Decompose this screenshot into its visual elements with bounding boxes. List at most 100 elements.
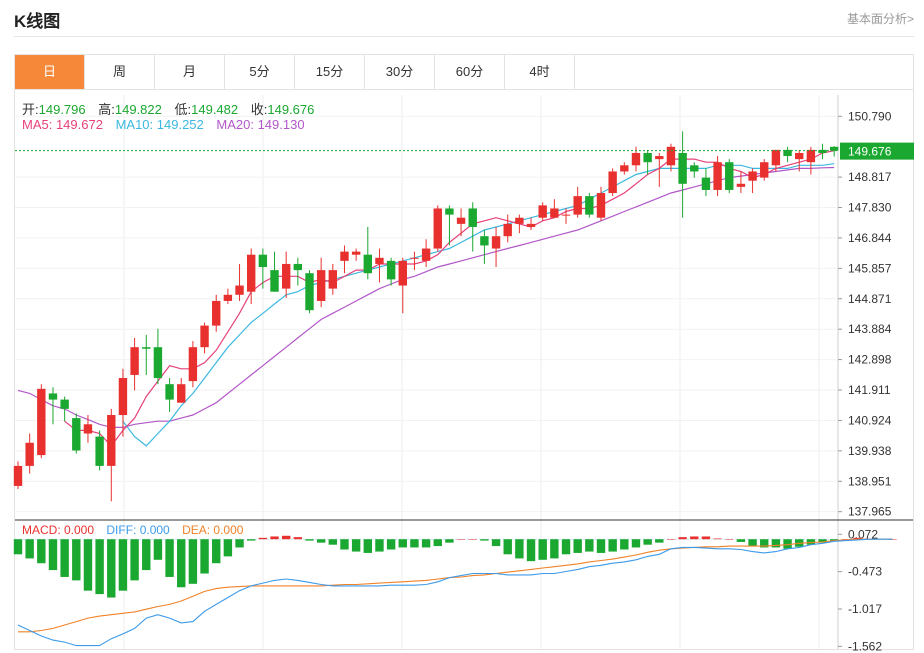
candle-body-14 (177, 384, 186, 403)
open-value: 149.796 (38, 102, 86, 117)
tab-month[interactable]: 月 (155, 55, 225, 89)
diff-legend-value: DIFF: 0.000 (106, 523, 170, 537)
macd-bar-30 (363, 539, 372, 553)
macd-bar-48 (573, 539, 582, 553)
macd-bar-70 (830, 539, 839, 541)
price-tick-label-6: 144.871 (848, 292, 892, 306)
tab-30min[interactable]: 30分 (365, 55, 435, 89)
tab-week[interactable]: 周 (85, 55, 155, 89)
tab-5min[interactable]: 5分 (225, 55, 295, 89)
candle-body-4 (60, 399, 69, 409)
dea-line (18, 538, 893, 633)
macd-bar-57 (678, 537, 687, 540)
candle-body-42 (503, 223, 512, 237)
macd-bar-9 (118, 539, 128, 591)
macd-bar-62 (736, 539, 746, 542)
macd-bar-56 (666, 539, 676, 540)
candle-body-69 (818, 149, 827, 153)
macd-bar-42 (503, 539, 512, 555)
macd-bar-44 (526, 539, 536, 562)
macd-bar-36 (433, 539, 442, 547)
macd-bar-38 (456, 539, 466, 540)
high-label: 高: (98, 102, 115, 117)
macd-bar-54 (643, 539, 652, 545)
fundamentals-link[interactable]: 基本面分析> (846, 12, 914, 26)
macd-bar-14 (177, 539, 186, 588)
price-tick-label-5: 145.857 (848, 261, 892, 275)
candle-body-36 (433, 208, 442, 249)
candle-body-15 (188, 347, 198, 382)
macd-bar-64 (760, 539, 769, 548)
macd-bar-39 (468, 539, 477, 540)
macd-bar-11 (142, 539, 151, 571)
macd-bar-28 (340, 539, 349, 550)
high-value: 149.822 (114, 102, 162, 117)
macd-tick-label-0: 0.072 (848, 527, 878, 541)
candle-body-11 (142, 347, 151, 349)
macd-bar-13 (165, 539, 174, 577)
candle-body-32 (386, 260, 396, 280)
macd-bar-37 (445, 539, 454, 543)
tab-4hour[interactable]: 4时 (505, 55, 575, 89)
tab-day[interactable]: 日 (15, 55, 85, 89)
ma20-line (17, 166, 835, 428)
candle-body-55 (655, 156, 664, 160)
candle-body-1 (25, 442, 34, 466)
header-divider (14, 36, 914, 37)
candle-body-67 (795, 152, 804, 160)
ma5-legend: MA5: 149.672 (22, 117, 103, 132)
chart-frame (14, 90, 914, 650)
macd-bar-6 (83, 539, 93, 591)
macd-bar-49 (585, 539, 594, 552)
macd-bar-19 (235, 539, 244, 548)
macd-bar-33 (398, 539, 407, 548)
candle-body-43 (515, 217, 524, 224)
candle-body-54 (643, 152, 652, 163)
macd-tick-label-2: -1.017 (848, 602, 882, 616)
ma10-legend: MA10: 149.252 (115, 117, 204, 132)
price-tick-label-4: 146.844 (848, 231, 892, 245)
candle-body-16 (200, 325, 209, 348)
candle-body-47 (561, 214, 571, 216)
candle-body-66 (783, 149, 792, 157)
ohlc-legend: 开:149.796 高:149.822 低:149.482 收:149.676 (22, 99, 323, 118)
candle-body-62 (736, 183, 746, 187)
macd-bar-25 (305, 539, 314, 541)
candle-body-2 (37, 388, 46, 456)
candle-body-37 (445, 208, 454, 215)
candle-body-52 (620, 165, 629, 172)
candle-body-65 (771, 149, 781, 166)
candle-body-25 (305, 273, 314, 311)
candle-body-49 (585, 196, 594, 215)
macd-bar-0 (13, 539, 23, 555)
macd-bar-53 (631, 539, 641, 548)
tab-60min[interactable]: 60分 (435, 55, 505, 89)
tab-15min[interactable]: 15分 (295, 55, 365, 89)
open-label: 开: (22, 102, 39, 117)
macd-bar-43 (515, 539, 524, 559)
price-tick-label-7: 143.884 (848, 322, 892, 336)
candle-body-40 (480, 236, 489, 246)
candle-body-10 (130, 347, 139, 375)
macd-bar-23 (281, 535, 291, 540)
last-price-badge (840, 142, 914, 160)
candle-body-45 (538, 205, 547, 218)
price-tick-label-8: 142.898 (848, 353, 892, 367)
candle-body-48 (573, 196, 582, 215)
ma10-line (122, 163, 835, 447)
price-tick-label-0: 150.790 (848, 109, 892, 123)
macd-bar-51 (608, 539, 617, 552)
macd-bar-45 (538, 539, 547, 560)
macd-bar-61 (725, 539, 734, 540)
candle-body-28 (340, 251, 349, 261)
candle-body-64 (760, 162, 769, 178)
ma20-legend: MA20: 149.130 (216, 117, 305, 132)
candle-body-57 (678, 152, 687, 184)
macd-bar-10 (130, 539, 139, 581)
macd-bar-63 (748, 539, 757, 547)
close-label: 收: (250, 102, 268, 117)
macd-tick-label-1: -0.473 (848, 565, 882, 579)
macd-bar-46 (550, 539, 559, 559)
candle-body-35 (421, 248, 431, 261)
